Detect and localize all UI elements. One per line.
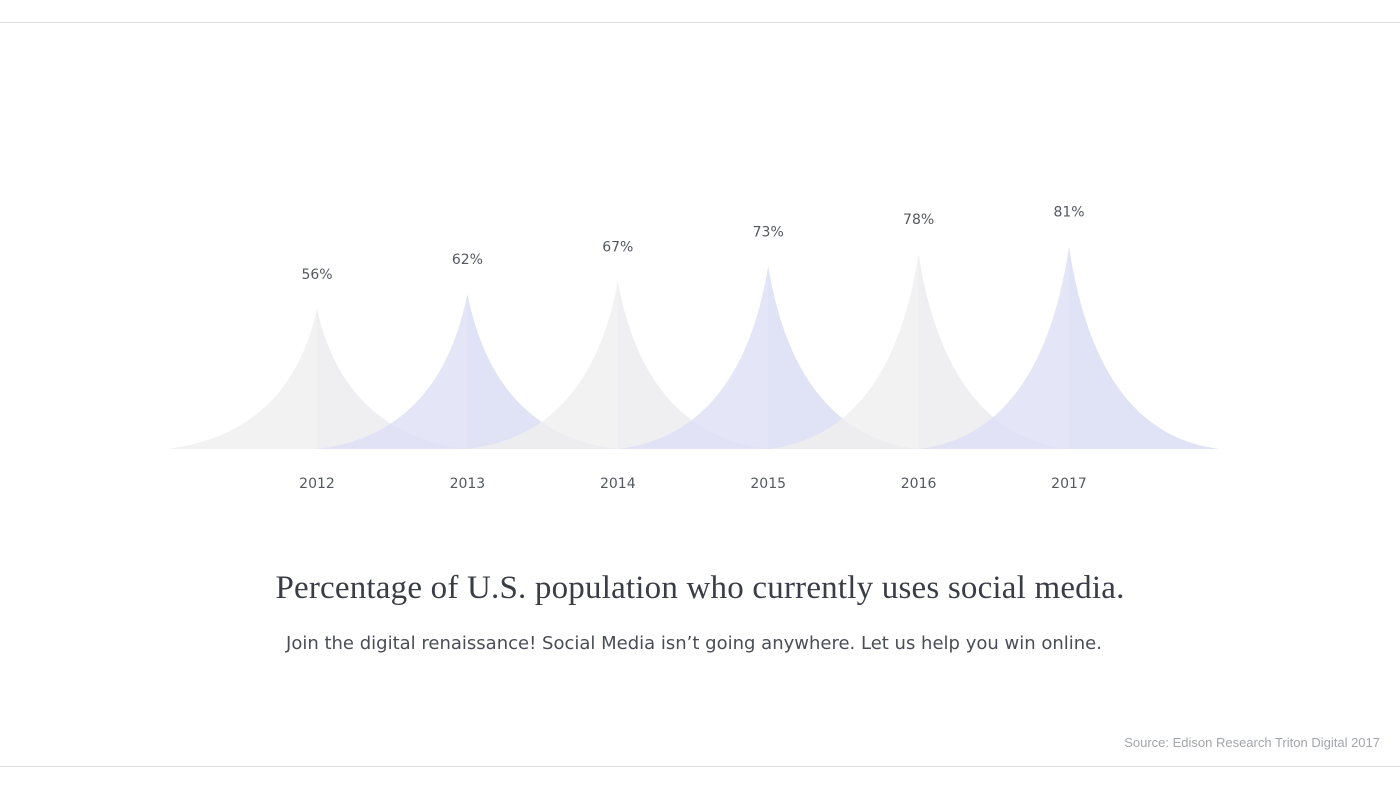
peak-2012 — [167, 309, 467, 449]
year-label-2015: 2015 — [750, 476, 786, 492]
year-label-2016: 2016 — [901, 476, 937, 492]
top-divider — [0, 22, 1400, 23]
chart-headline: Percentage of U.S. population who curren… — [275, 570, 1125, 606]
peak-2013 — [317, 294, 618, 449]
peak-shade-2017 — [1069, 246, 1219, 449]
source-citation: Source: Edison Research Triton Digital 2… — [1124, 735, 1380, 750]
peak-shade-2015 — [768, 266, 919, 449]
social-media-usage-chart: 56% 62% 67% 73% 78% 81% 2012 2013 2014 2015 2016 20… — [167, 205, 1219, 492]
value-label-2012: 56% — [301, 267, 332, 283]
year-label-2013: 2013 — [450, 476, 486, 492]
year-label-2012: 2012 — [299, 476, 335, 492]
bottom-divider — [0, 766, 1400, 767]
peak-shade-2013 — [467, 294, 618, 449]
peak-2017 — [919, 246, 1219, 449]
value-label-2017: 81% — [1053, 205, 1084, 221]
value-label-2015: 73% — [753, 225, 784, 241]
peak-2015 — [618, 266, 919, 449]
peak-shade-2012 — [317, 309, 467, 449]
peak-2016 — [768, 254, 1069, 449]
year-label-2014: 2014 — [600, 476, 636, 492]
year-label-2017: 2017 — [1051, 476, 1087, 492]
peak-2014 — [467, 281, 768, 449]
value-label-2013: 62% — [452, 252, 483, 268]
value-label-2016: 78% — [903, 212, 934, 228]
peak-shade-2014 — [617, 281, 768, 449]
peak-shade-2016 — [918, 254, 1069, 449]
value-label-2014: 67% — [602, 240, 633, 256]
chart-subline: Join the digital renaissance! Social Med… — [286, 633, 1102, 654]
